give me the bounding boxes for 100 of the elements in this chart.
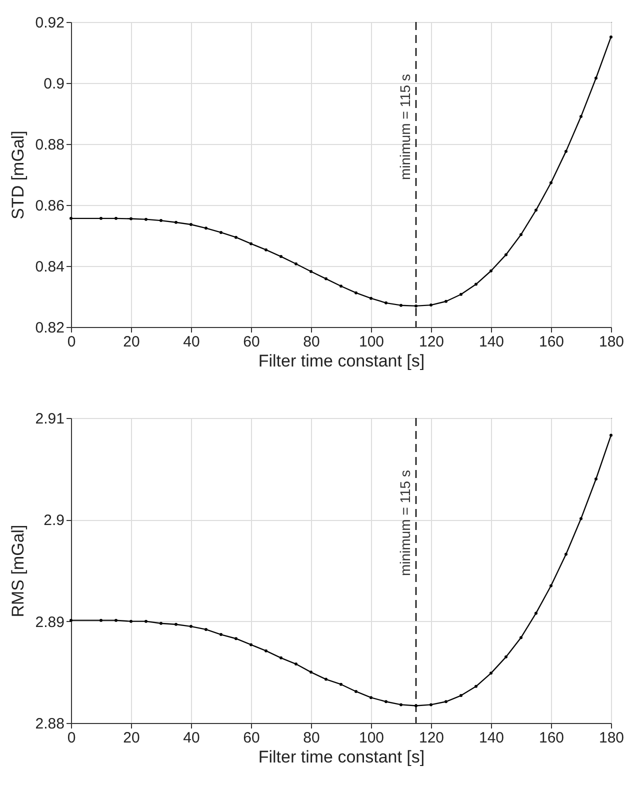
point: [400, 304, 402, 307]
point: [130, 620, 132, 623]
point: [534, 612, 538, 615]
y-tick-label: 2.88: [35, 716, 64, 732]
point: [174, 622, 178, 626]
x-axis-title: Filter time constant [s]: [258, 352, 425, 370]
point: [234, 236, 238, 239]
point: [204, 628, 208, 631]
y-tick-label: 2.9: [44, 512, 64, 530]
x-tick-label: 60: [243, 334, 260, 350]
point: [370, 296, 372, 300]
point: [310, 670, 312, 674]
x-tick-label: 80: [303, 334, 320, 350]
y-tick-label: 0.9: [44, 76, 64, 92]
point: [220, 633, 222, 636]
point: [520, 233, 522, 236]
x-tick-label: 140: [478, 334, 504, 350]
x-tick-label: 40: [183, 334, 200, 350]
point: [550, 584, 552, 588]
y-tick-label: 0.82: [35, 320, 64, 336]
point: [100, 618, 102, 622]
point: [354, 291, 358, 294]
x-tick-label: 140: [478, 730, 504, 746]
point: [174, 220, 178, 224]
point: [474, 684, 478, 688]
point: [130, 217, 132, 220]
x-tick-label: 120: [418, 334, 444, 350]
x-tick-label: 80: [303, 730, 320, 746]
x-tick-label: 180: [598, 334, 624, 350]
x-tick-label: 0: [67, 730, 76, 746]
y-tick-label: 0.84: [35, 258, 64, 276]
point: [430, 703, 432, 706]
ref-line-label: minimum = 115 s: [397, 74, 413, 180]
point: [460, 292, 462, 296]
point: [70, 618, 72, 622]
point: [280, 656, 282, 660]
point: [310, 270, 312, 273]
y-axis-title: STD [mGal]: [8, 130, 28, 220]
x-tick-label: 20: [123, 730, 140, 746]
x-tick-label: 160: [538, 334, 564, 350]
point: [250, 643, 252, 646]
point: [340, 284, 342, 288]
point: [160, 622, 162, 625]
point: [564, 552, 568, 556]
point: [550, 181, 552, 184]
x-tick-label: 20: [123, 334, 140, 350]
x-tick-label: 60: [243, 730, 260, 746]
x-tick-label: 160: [538, 730, 564, 746]
point: [264, 649, 268, 652]
point: [144, 620, 148, 623]
y-tick-label: 0.88: [35, 136, 64, 154]
point: [114, 618, 118, 622]
point: [444, 700, 448, 704]
point: [414, 304, 418, 308]
point: [400, 703, 402, 706]
point: [340, 682, 342, 686]
point: [324, 277, 328, 280]
point: [264, 248, 268, 252]
point: [100, 216, 102, 220]
point: [234, 637, 238, 640]
point: [204, 226, 208, 230]
x-tick-label: 180: [598, 730, 624, 746]
point: [490, 269, 492, 272]
point: [250, 242, 252, 246]
ref-line-label: minimum = 115 s: [397, 470, 413, 576]
point: [610, 434, 612, 437]
point: [520, 636, 522, 640]
point: [294, 262, 298, 266]
y-tick-label: 2.91: [35, 410, 64, 428]
point: [220, 230, 222, 234]
point: [370, 696, 372, 700]
x-tick-label: 100: [358, 334, 384, 350]
point: [594, 76, 598, 80]
y-axis-title: RMS [mGal]: [8, 524, 28, 618]
point: [444, 300, 448, 303]
point: [324, 678, 328, 681]
point: [114, 216, 118, 220]
point: [190, 624, 192, 628]
point: [580, 517, 582, 520]
point: [504, 253, 508, 256]
y-tick-label: 2.89: [35, 614, 64, 631]
point: [430, 304, 432, 307]
x-tick-label: 40: [183, 730, 200, 746]
point: [384, 301, 388, 304]
point: [474, 282, 478, 286]
point: [384, 700, 388, 704]
y-tick-label: 0.86: [35, 198, 64, 214]
point: [144, 218, 148, 221]
x-tick-label: 120: [418, 730, 444, 746]
x-tick-label: 100: [358, 730, 384, 746]
point: [564, 150, 568, 153]
y-tick-label: 0.92: [35, 14, 64, 32]
point: [610, 35, 612, 38]
point: [354, 690, 358, 693]
x-axis-title: Filter time constant [s]: [258, 748, 425, 766]
point: [490, 672, 492, 675]
point: [534, 208, 538, 212]
x-tick-label: 0: [67, 334, 76, 350]
point: [70, 216, 72, 220]
point: [504, 655, 508, 658]
